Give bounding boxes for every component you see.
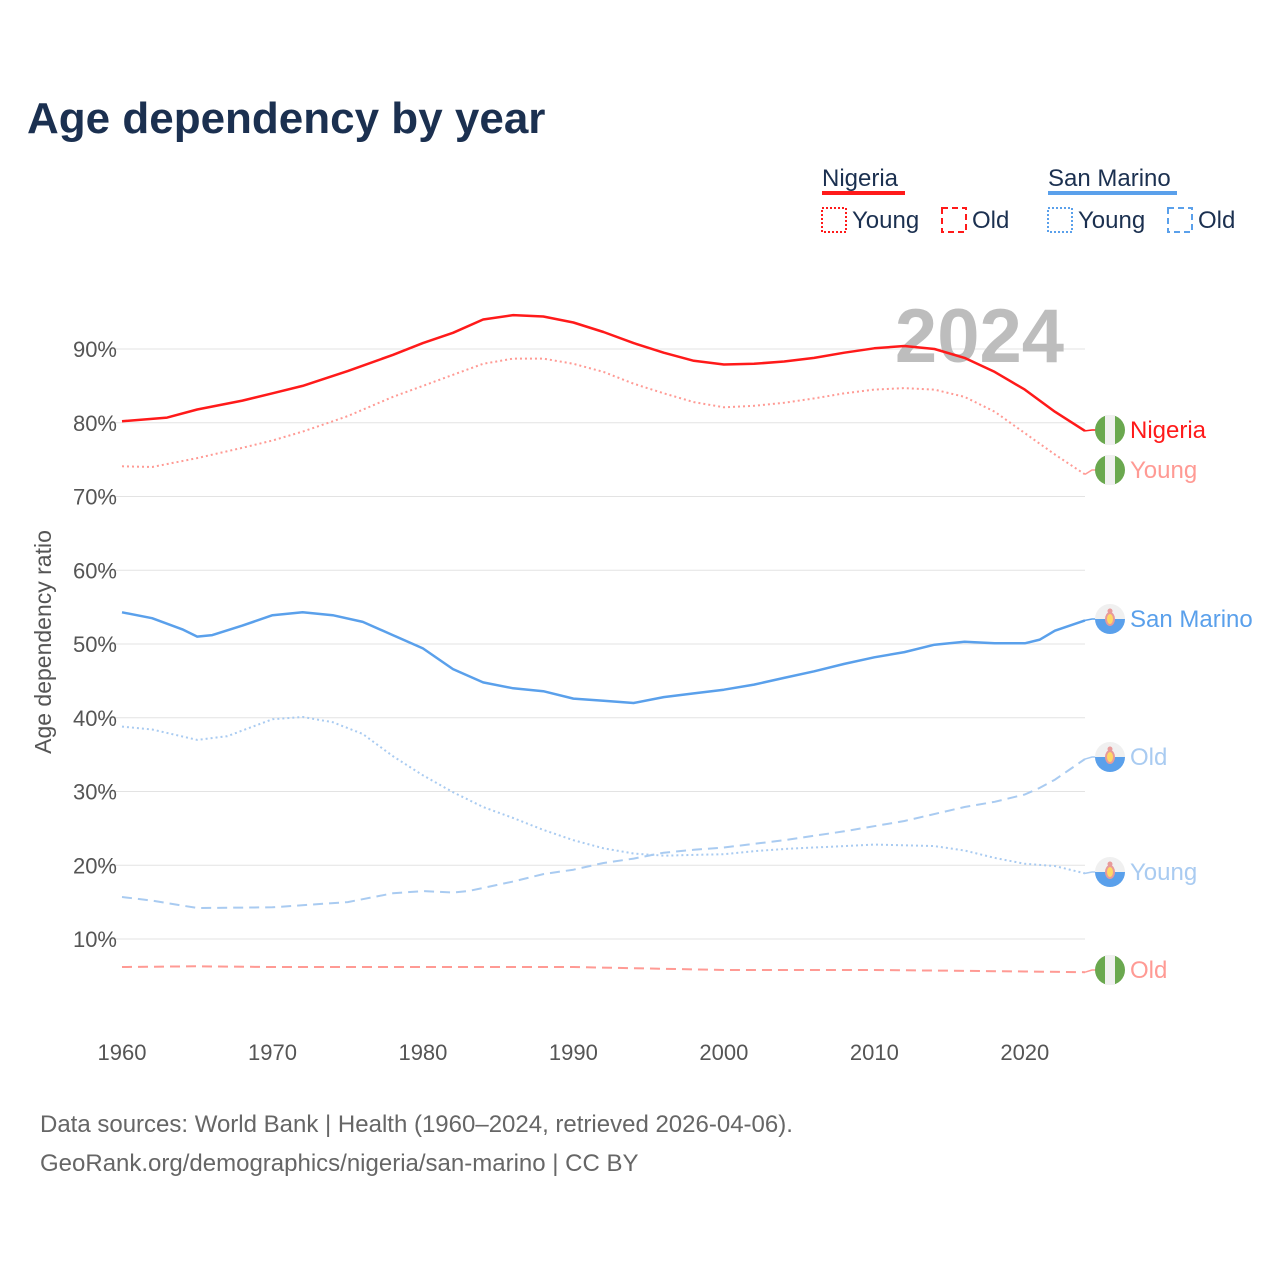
leader-line bbox=[1084, 756, 1096, 760]
legend-country: San Marino bbox=[1048, 165, 1171, 192]
flag-crown bbox=[1107, 608, 1113, 614]
x-tick-label: 1990 bbox=[549, 1040, 598, 1065]
end-label: San Marino bbox=[1130, 606, 1253, 633]
y-axis-label: Age dependency ratio bbox=[30, 530, 56, 754]
flag-emblem bbox=[1105, 865, 1115, 879]
end-label: Young bbox=[1130, 859, 1197, 886]
flag-stripe bbox=[1105, 455, 1115, 485]
end-labels: Nigeria Young San Marino Old Young Old bbox=[1084, 415, 1253, 985]
legend-country: Nigeria bbox=[822, 165, 899, 192]
san-marino-flag-icon bbox=[1095, 857, 1125, 887]
nigeria-flag-icon bbox=[1095, 955, 1125, 985]
legend-swatch-young bbox=[1047, 207, 1073, 233]
y-tick-label: 40% bbox=[73, 706, 117, 731]
legend-item-old: Old bbox=[972, 207, 1009, 234]
y-tick-label: 20% bbox=[73, 853, 117, 878]
series-line-san-marino-young bbox=[121, 716, 1086, 875]
leader-line bbox=[1084, 969, 1096, 973]
leader-line bbox=[1084, 618, 1096, 622]
legend-swatch-old bbox=[1167, 207, 1193, 233]
grid: 10% 20% 30% 40% 50% 60% 70% 80% 90% 1960 1970 1980 1… bbox=[73, 337, 1085, 1065]
series-lines bbox=[121, 313, 1086, 974]
current-year-label: 2024 bbox=[895, 294, 1064, 379]
end-label: Young bbox=[1130, 457, 1197, 484]
legend-country-underline bbox=[1048, 191, 1177, 195]
series-line-nigeria-old bbox=[121, 965, 1086, 974]
flag-bottom bbox=[1095, 872, 1125, 887]
legend-item-young: Young bbox=[852, 207, 919, 234]
y-tick-label: 90% bbox=[73, 337, 117, 362]
flag-crown bbox=[1107, 746, 1113, 752]
legend-item-old: Old bbox=[1198, 207, 1235, 234]
nigeria-flag-icon bbox=[1095, 455, 1125, 485]
y-tick-label: 10% bbox=[73, 927, 117, 952]
end-label: Nigeria bbox=[1130, 417, 1207, 444]
flag-emblem bbox=[1105, 750, 1115, 764]
x-tick-label: 2010 bbox=[850, 1040, 899, 1065]
y-tick-label: 50% bbox=[73, 632, 117, 657]
x-tick-label: 2000 bbox=[699, 1040, 748, 1065]
y-tick-label: 70% bbox=[73, 485, 117, 510]
y-tick-label: 30% bbox=[73, 780, 117, 805]
legend-item-young: Young bbox=[1078, 207, 1145, 234]
footer-credit[interactable]: GeoRank.org/demographics/nigeria/san-mar… bbox=[40, 1150, 639, 1177]
legend: Nigeria Young Old San Marino Young Old bbox=[821, 165, 1235, 234]
leader-line bbox=[1084, 469, 1096, 476]
footer-source: Data sources: World Bank | Health (1960–… bbox=[40, 1111, 793, 1138]
leader-line bbox=[1084, 871, 1096, 875]
flag-bottom bbox=[1095, 757, 1125, 772]
legend-country-underline bbox=[822, 191, 905, 195]
x-tick-label: 1970 bbox=[248, 1040, 297, 1065]
y-tick-label: 60% bbox=[73, 558, 117, 583]
x-tick-label: 1980 bbox=[398, 1040, 447, 1065]
nigeria-flag-icon bbox=[1095, 415, 1125, 445]
end-label: Old bbox=[1130, 744, 1167, 771]
end-label: Old bbox=[1130, 957, 1167, 984]
chart-title: Age dependency by year bbox=[27, 94, 545, 143]
x-tick-label: 2020 bbox=[1000, 1040, 1049, 1065]
flag-stripe bbox=[1105, 955, 1115, 985]
x-tick-label: 1960 bbox=[98, 1040, 147, 1065]
flag-bottom bbox=[1095, 619, 1125, 634]
series-line-nigeria bbox=[121, 313, 1086, 432]
san-marino-flag-icon bbox=[1095, 604, 1125, 634]
san-marino-flag-icon bbox=[1095, 742, 1125, 772]
legend-swatch-young bbox=[821, 207, 847, 233]
flag-emblem bbox=[1105, 612, 1115, 626]
legend-swatch-old bbox=[941, 207, 967, 233]
series-line-san-marino bbox=[121, 611, 1086, 705]
series-line-san-marino-old bbox=[121, 758, 1086, 909]
leader-line bbox=[1084, 429, 1096, 432]
flag-stripe bbox=[1105, 415, 1115, 445]
flag-crown bbox=[1107, 861, 1113, 867]
y-tick-label: 80% bbox=[73, 411, 117, 436]
